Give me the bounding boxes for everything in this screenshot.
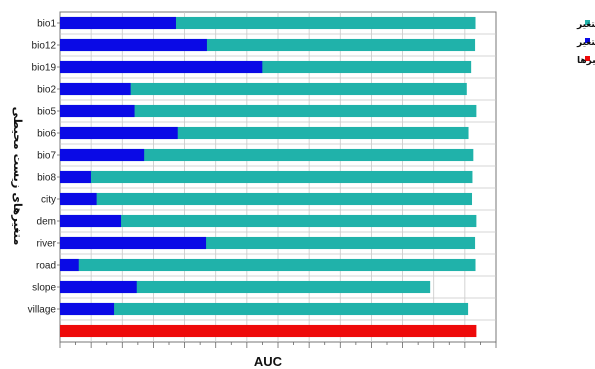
y-tick-labels: bio1 bio12 bio19 bio2 bio5 bio6 bio7 bio8 city de… <box>28 19 60 316</box>
bars <box>60 16 477 338</box>
y-tick-label-bio12: bio12 <box>32 41 57 52</box>
bar-bio8-without-variable <box>60 170 473 184</box>
y-tick-label-bio7: bio7 <box>37 151 56 162</box>
bar-road-without-variable <box>60 258 476 272</box>
legend: بدون متغیر با یک متغیر با تمامی متغیرها <box>576 20 595 66</box>
y-tick-label-river: river <box>37 239 57 250</box>
y-tick-label-bio8: bio8 <box>37 173 56 184</box>
bar-river-only-variable <box>60 236 207 250</box>
bar-village-without-variable <box>60 302 469 316</box>
bar-bio6-only-variable <box>60 126 178 140</box>
bar-bio12-only-variable <box>60 38 207 52</box>
bar-bio5-without-variable <box>60 104 477 118</box>
y-tick-label-bio19: bio19 <box>32 63 57 74</box>
bar-bio5-only-variable <box>60 104 135 118</box>
y-tick-label-bio1: bio1 <box>37 19 56 30</box>
y-tick-label-road: road <box>36 261 56 272</box>
bar-slope-without-variable <box>60 280 431 294</box>
bar-all-variables <box>60 324 477 338</box>
legend-label-one-variable: با یک متغیر <box>576 38 595 48</box>
bar-bio19-only-variable <box>60 60 263 74</box>
y-tick-label-dem: dem <box>37 217 56 228</box>
bar-city-without-variable <box>60 192 473 206</box>
bar-slope-only-variable <box>60 280 137 294</box>
legend-label-no-variable: بدون متغیر <box>576 20 595 30</box>
y-tick-label-bio5: bio5 <box>37 107 56 118</box>
bar-bio8-only-variable <box>60 170 91 184</box>
bar-road-only-variable <box>60 258 79 272</box>
y-tick-label-bio6: bio6 <box>37 129 56 140</box>
bar-bio1-only-variable <box>60 16 176 30</box>
y-tick-label-bio2: bio2 <box>37 85 56 96</box>
bar-bio2-without-variable <box>60 82 467 96</box>
bar-village-only-variable <box>60 302 115 316</box>
y-tick-label-village: village <box>28 305 57 316</box>
x-axis-title: AUC <box>254 354 283 369</box>
legend-swatch-all-variables <box>585 56 590 61</box>
legend-swatch-no-variable <box>585 20 590 25</box>
bar-bio7-without-variable <box>60 148 474 162</box>
legend-label-all-variables: با تمامی متغیرها <box>577 56 595 66</box>
legend-swatch-one-variable <box>585 38 590 43</box>
bar-dem-only-variable <box>60 214 122 228</box>
bar-dem-without-variable <box>60 214 477 228</box>
y-tick-label-city: city <box>41 195 56 206</box>
bar-bio2-only-variable <box>60 82 131 96</box>
bar-city-only-variable <box>60 192 97 206</box>
x-tick-marks <box>59 342 497 348</box>
y-axis-title: متغیرهای زیست محیطی <box>11 107 25 246</box>
bar-bio7-only-variable <box>60 148 145 162</box>
y-tick-label-slope: slope <box>32 283 56 294</box>
